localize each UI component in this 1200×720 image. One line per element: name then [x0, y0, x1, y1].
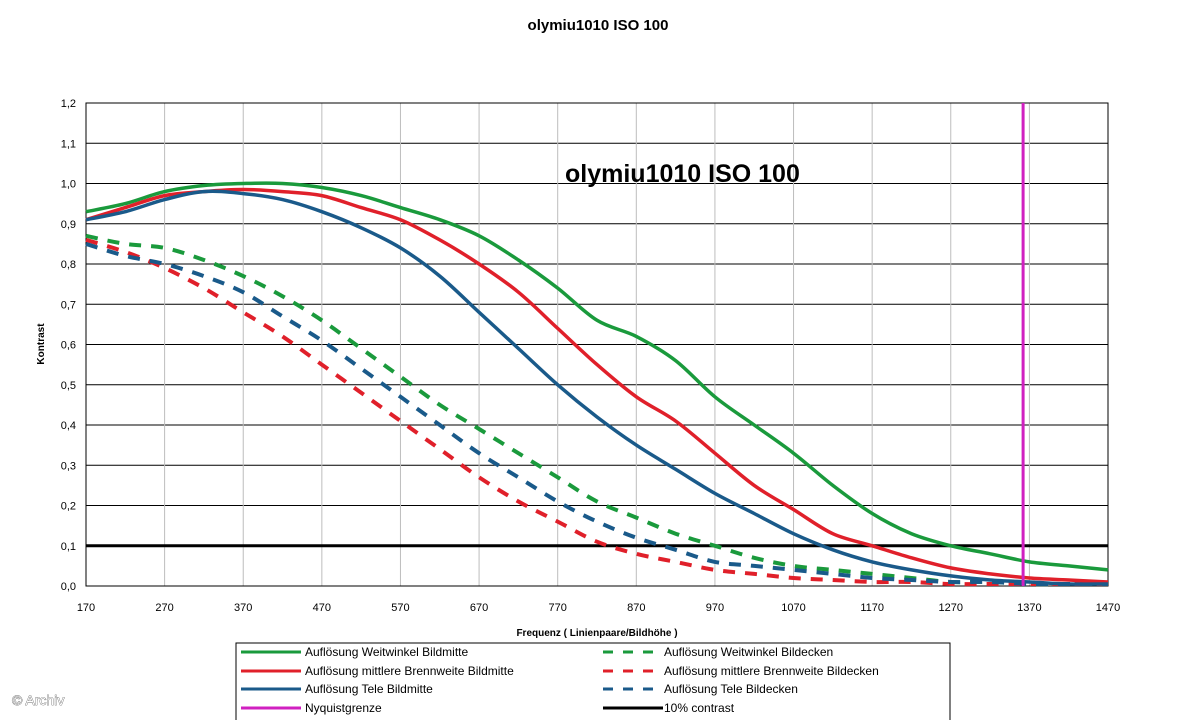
- legend: Auflösung Weitwinkel Bildmitte Auflösung …: [235, 642, 951, 720]
- series-line-aufl-sung-mittlere-brennweite-bildmitte: [85, 187, 1109, 584]
- legend-label: Auflösung mittlere Brennweite Bildecken: [664, 664, 879, 678]
- x-tick-label: 570: [391, 602, 409, 614]
- y-tick-label: 1,0: [61, 179, 76, 191]
- series-line-aufl-sung-tele-bildecken: [85, 241, 1108, 587]
- y-tick-label: 0,5: [61, 380, 76, 392]
- y-tick-label: 0,6: [61, 340, 76, 352]
- x-tick-label: 370: [234, 602, 252, 614]
- y-axis-label: Kontrast: [36, 323, 47, 365]
- watermark: © Archiv: [12, 692, 64, 708]
- x-tick-label: 470: [313, 602, 331, 614]
- legend-label: Auflösung Tele Bildecken: [664, 682, 798, 696]
- plot-frame: [85, 102, 1109, 587]
- x-axis-label: Frequenz ( Linienpaare/Bildhöhe ): [516, 628, 677, 639]
- y-tick-label: 0,1: [61, 541, 76, 553]
- legend-label: Nyquistgrenze: [305, 701, 382, 715]
- x-tick-label: 770: [549, 602, 567, 614]
- x-tick-label: 1270: [939, 602, 963, 614]
- y-tick-label: 1,1: [61, 138, 76, 150]
- y-tick-label: 0,8: [61, 259, 76, 271]
- series-line-aufl-sung-weitwinkel-bildecken: [85, 233, 1108, 587]
- chart-title: olymiu1010 ISO 100: [528, 17, 669, 34]
- legend-label: Auflösung mittlere Brennweite Bildmitte: [305, 664, 514, 678]
- x-tick-label: 1170: [860, 602, 884, 614]
- x-tick-label: 670: [470, 602, 488, 614]
- y-tick-labels: 0,0 0,1 0,2 0,3 0,4 0,5 0,6 0,7 0,8 0,9 1,0 1,1 1,2: [61, 98, 76, 593]
- x-tick-label: 270: [155, 602, 173, 614]
- series-layer: [85, 181, 1109, 587]
- x-tick-label: 970: [706, 602, 724, 614]
- x-tick-label: 1070: [781, 602, 805, 614]
- y-tick-label: 0,2: [61, 501, 76, 513]
- y-tick-label: 0,9: [61, 219, 76, 231]
- x-tick-labels: 170 270 370 470 570 670 770 870 970 1070 1170 1270 1…: [77, 602, 1120, 614]
- y-tick-label: 1,2: [61, 98, 76, 110]
- legend-label: Auflösung Tele Bildmitte: [305, 682, 433, 696]
- series-line-aufl-sung-weitwinkel-bildmitte: [85, 181, 1109, 572]
- series-line-aufl-sung-tele-bildmitte: [85, 189, 1109, 586]
- y-tick-label: 0,4: [61, 420, 76, 432]
- series-line-aufl-sung-mittlere-brennweite-bildecken: [85, 237, 1108, 587]
- x-tick-label: 870: [627, 602, 645, 614]
- x-tick-label: 1370: [1017, 602, 1041, 614]
- y-tick-label: 0,7: [61, 299, 76, 311]
- x-tick-label: 1470: [1096, 602, 1120, 614]
- inner-title: olymiu1010 ISO 100: [565, 160, 800, 188]
- y-tick-label: 0,3: [61, 460, 76, 472]
- legend-label: Auflösung Weitwinkel Bildecken: [664, 645, 833, 659]
- legend-box: [235, 642, 951, 720]
- legend-label: Auflösung Weitwinkel Bildmitte: [305, 645, 469, 659]
- y-tick-label: 0,0: [61, 581, 76, 593]
- legend-label: 10% contrast: [664, 701, 735, 715]
- x-tick-label: 170: [77, 602, 95, 614]
